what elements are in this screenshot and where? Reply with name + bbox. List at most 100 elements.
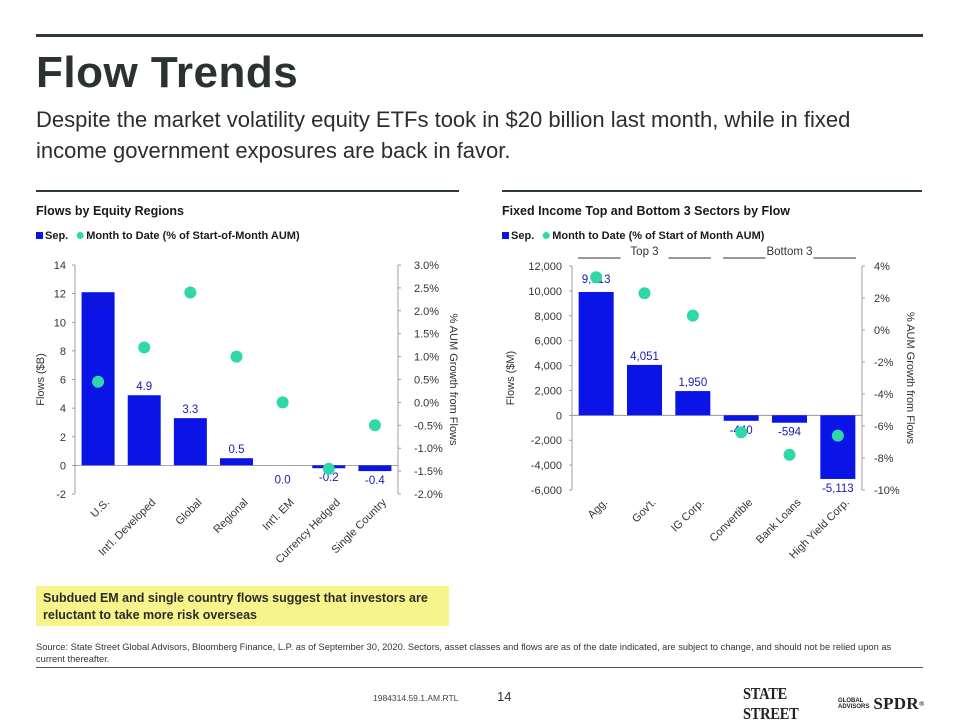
x-category-label: Gov't.: [630, 497, 659, 526]
y2-tick-label: -2%: [874, 357, 894, 369]
x-category-label: Regional: [211, 497, 250, 536]
scatter-point: [783, 448, 796, 461]
y-tick-label: 10,000: [528, 286, 562, 298]
y-tick-label: 4: [60, 403, 66, 415]
legend-dot-swatch: [76, 232, 84, 239]
page-number: 14: [497, 689, 512, 704]
bar-data-label: 4.9: [136, 381, 152, 393]
y-tick-label: 6,000: [534, 336, 562, 348]
scatter-point: [92, 375, 105, 388]
logo-state-street: STATE STREET: [743, 684, 799, 723]
scatter-point: [276, 396, 289, 409]
bar-data-label: -5,113: [822, 483, 854, 495]
y-tick-label: 8: [60, 346, 66, 358]
scatter-point: [322, 462, 335, 475]
bar: [820, 415, 856, 479]
y2-tick-label: -2.0%: [414, 489, 443, 501]
legend-bar-label: Sep.: [511, 230, 534, 242]
y2-axis-title: % AUM Growth from Flows: [447, 313, 459, 446]
y-tick-label: 12: [54, 289, 66, 301]
bar: [723, 415, 759, 421]
legend-bar-swatch: [502, 232, 509, 239]
y2-tick-label: 0.5%: [414, 375, 439, 387]
bottom-rule: [36, 667, 923, 668]
chart-title: Flows by Equity Regions: [36, 204, 184, 218]
bar-data-label: 12.1: [87, 296, 109, 308]
bar: [173, 418, 207, 466]
y-tick-label: 0: [60, 460, 66, 472]
logo-advisors: ADVISORS: [838, 704, 870, 710]
y2-tick-label: 2.5%: [414, 283, 439, 295]
top-rule: [36, 34, 923, 37]
bar: [127, 395, 161, 466]
bar: [772, 415, 807, 423]
y-tick-label: 2: [60, 432, 66, 444]
y2-tick-label: 2%: [874, 293, 890, 305]
y2-tick-label: -8%: [874, 453, 894, 465]
bar-data-label: 1,950: [678, 377, 707, 389]
bar-data-label: 0.5: [229, 444, 245, 456]
y-tick-label: 0: [556, 410, 562, 422]
scatter-point: [735, 426, 748, 439]
bar: [358, 465, 392, 472]
y2-tick-label: -1.0%: [414, 443, 443, 455]
scatter-point: [590, 271, 603, 284]
x-category-label: IG Corp.: [669, 497, 707, 535]
page-title: Flow Trends: [36, 48, 299, 97]
y-tick-label: 12,000: [528, 261, 562, 273]
y-tick-label: 8,000: [534, 311, 562, 323]
scatter-point: [368, 419, 381, 432]
chart-header-rule: [36, 190, 459, 192]
logo-registered-mark: ®: [918, 700, 925, 708]
scatter-point: [230, 350, 243, 363]
y-tick-label: 6: [60, 375, 66, 387]
bar-data-label: 0.0: [275, 474, 291, 486]
bar: [578, 291, 614, 416]
group-label: Top 3: [630, 246, 658, 258]
legend-dot-label: Month to Date (% of Start of Month AUM): [552, 230, 765, 242]
page-subtitle: Despite the market volatility equity ETF…: [36, 107, 851, 163]
y-axis-title: Flows ($B): [35, 353, 47, 406]
scatter-point: [638, 287, 651, 300]
y2-tick-label: -4%: [874, 389, 894, 401]
legend-bar-swatch: [36, 232, 43, 239]
logo-global: GLOBAL: [838, 697, 864, 704]
y2-tick-label: 1.0%: [414, 352, 439, 364]
bar-data-label: -0.2: [319, 472, 339, 484]
scatter-point: [831, 429, 844, 442]
scatter-point: [138, 341, 151, 354]
y2-tick-label: 0.0%: [414, 397, 439, 409]
y2-tick-label: -0.5%: [414, 420, 443, 432]
y-tick-label: -4,000: [531, 460, 562, 472]
bar-data-label: 3.3: [182, 404, 198, 416]
source-note: Source: State Street Global Advisors, Bl…: [36, 642, 892, 664]
y-tick-label: 14: [54, 260, 66, 272]
x-category-label: Agg.: [586, 497, 610, 521]
job-code: 1984314.59.1.AM.RTL: [373, 693, 459, 703]
state-street-spdr-logo: STATE STREET GLOBAL ADVISORS SPDR ®: [743, 684, 924, 724]
logo-global-advisors: GLOBAL ADVISORS: [838, 698, 869, 711]
bar: [627, 364, 662, 416]
y2-tick-label: -1.5%: [414, 466, 443, 478]
scatter-point: [686, 309, 699, 322]
x-category-label: Global: [174, 497, 205, 528]
y2-tick-label: 0%: [874, 325, 890, 337]
y2-tick-label: 4%: [874, 261, 890, 273]
chart-title: Fixed Income Top and Bottom 3 Sectors by…: [502, 204, 790, 218]
y-axis-title: Flows ($M): [505, 351, 517, 405]
y-tick-label: 10: [54, 317, 66, 329]
legend-dot-label: Month to Date (% of Start-of-Month AUM): [86, 230, 300, 242]
y2-tick-label: 1.5%: [414, 329, 439, 341]
y2-tick-label: 3.0%: [414, 260, 439, 272]
y-tick-label: -2,000: [531, 435, 562, 447]
bar-data-label: -0.4: [365, 475, 385, 487]
y2-tick-label: 2.0%: [414, 306, 439, 318]
y-tick-label: 2,000: [534, 385, 562, 397]
bar-data-label: -594: [778, 427, 802, 439]
callout-note: Subdued EM and single country flows sugg…: [36, 586, 449, 626]
logo-spdr: SPDR: [873, 694, 919, 713]
x-category-label: Int'l. EM: [260, 497, 296, 533]
scatter-point: [184, 286, 197, 299]
y2-axis-title: % AUM Growth from Flows: [904, 312, 916, 445]
